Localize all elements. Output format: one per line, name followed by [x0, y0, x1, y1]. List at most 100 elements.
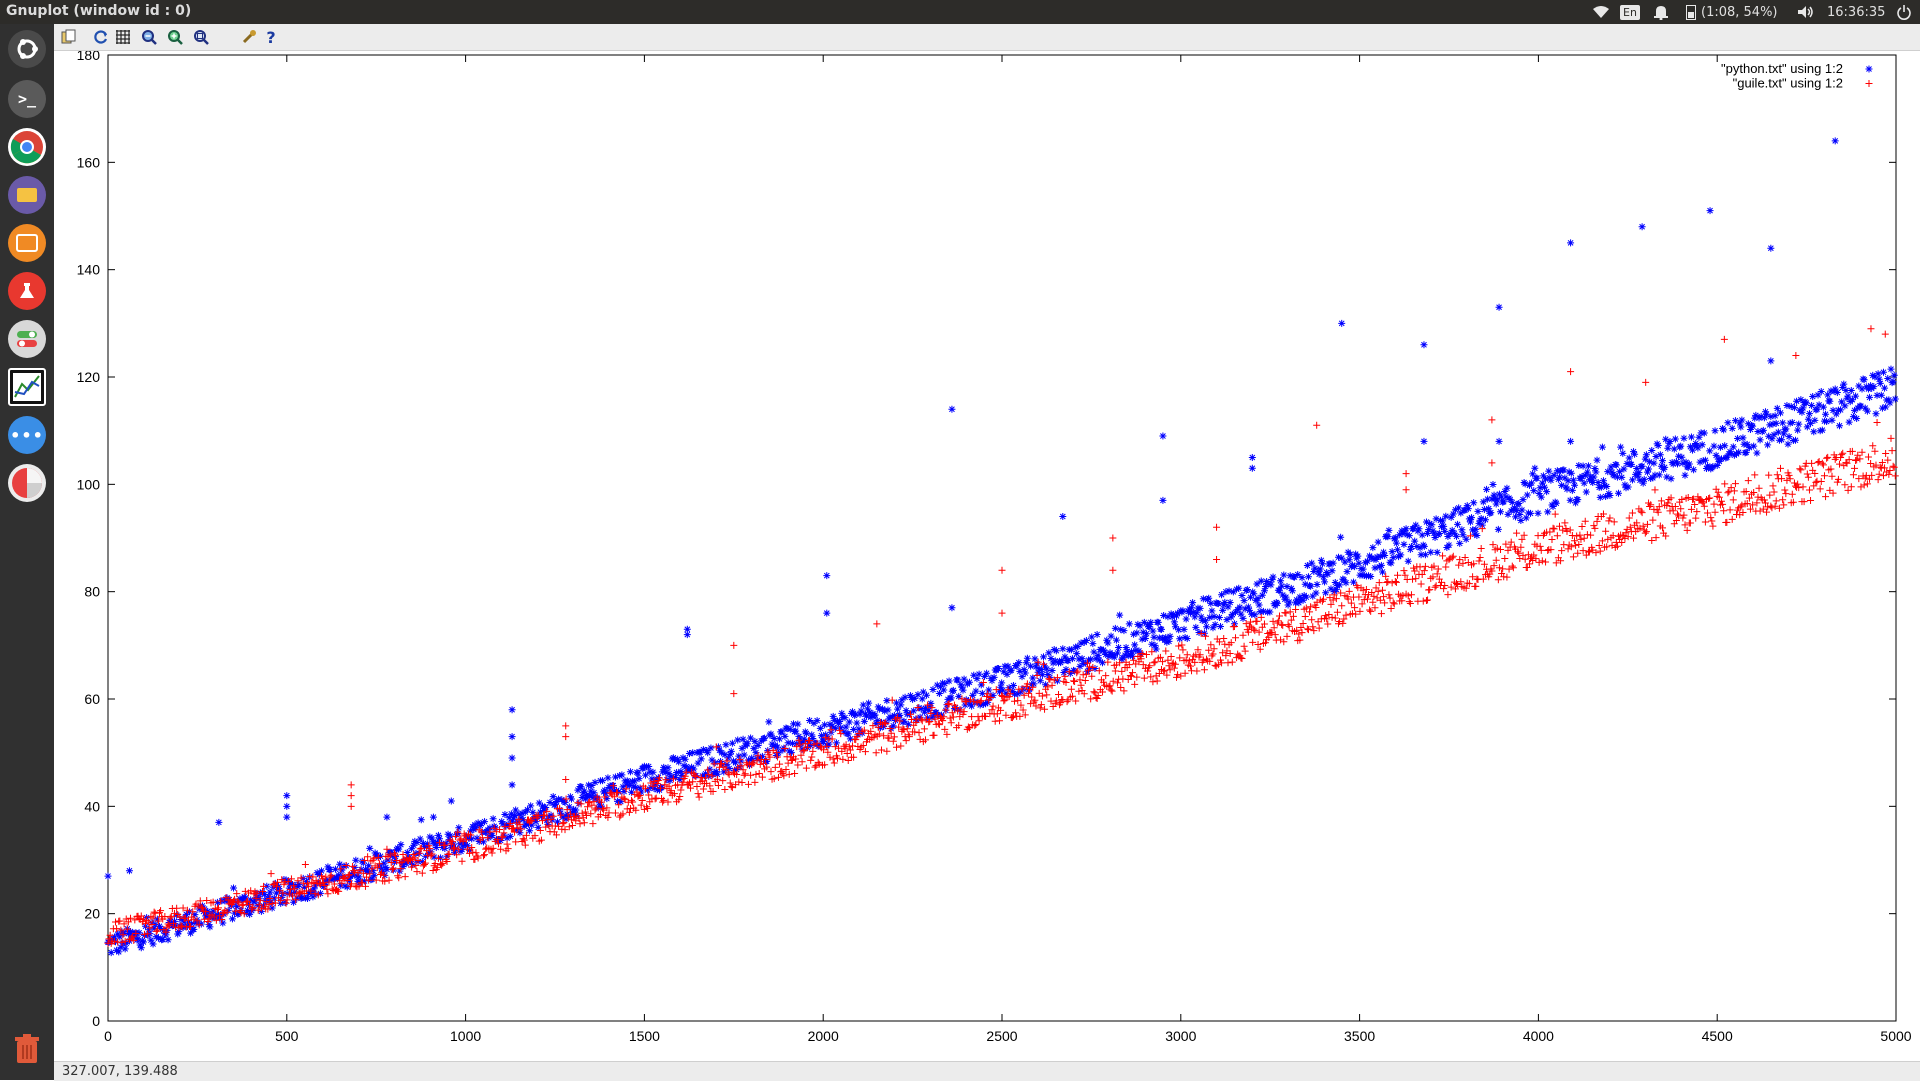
guile-point [1094, 692, 1102, 700]
python-point [1133, 629, 1141, 637]
battery-indicator[interactable]: (1:08, 54%) [1686, 2, 1778, 22]
guile-point [498, 833, 506, 841]
python-point [1817, 387, 1825, 395]
guile-point [873, 620, 881, 628]
guile-point [1130, 656, 1138, 664]
python-point [1627, 460, 1635, 468]
python-point [1487, 509, 1495, 517]
python-point [1288, 587, 1296, 595]
python-point [542, 803, 550, 811]
python-point [1657, 462, 1665, 470]
python-point [1465, 515, 1473, 523]
help-icon[interactable]: ? [266, 27, 276, 47]
guile-point [896, 717, 904, 725]
guile-point [274, 878, 282, 886]
wifi-icon[interactable] [1592, 2, 1610, 22]
trash-icon[interactable] [8, 1030, 46, 1068]
python-point [1738, 416, 1746, 424]
python-point [1384, 533, 1392, 541]
ubuntu-dash-icon[interactable] [8, 30, 46, 68]
guile-point [445, 850, 453, 858]
guile-point [1237, 654, 1245, 662]
guile-point [1089, 663, 1097, 671]
python-point [1503, 484, 1511, 492]
python-point [1127, 648, 1135, 656]
gnuplot-icon[interactable] [8, 368, 46, 406]
zoom-next-icon[interactable] [166, 28, 184, 46]
python-point [1759, 426, 1767, 434]
python-point [586, 792, 594, 800]
guile-point [1201, 632, 1209, 640]
guile-point [849, 742, 857, 750]
terminal-icon[interactable]: >_ [8, 80, 46, 118]
clock[interactable]: 16:36:35 [1827, 2, 1885, 22]
python-point [1222, 588, 1230, 596]
python-point [1598, 443, 1606, 451]
settings-icon[interactable] [240, 28, 258, 46]
python-point [940, 686, 948, 694]
guile-point [1133, 673, 1141, 681]
python-point [1471, 530, 1479, 538]
guile-point [885, 734, 893, 742]
keyboard-indicator[interactable]: En [1620, 2, 1640, 22]
python-point [672, 773, 680, 781]
guile-point [348, 880, 356, 888]
python-point [1604, 468, 1612, 476]
copy-clipboard-icon[interactable] [60, 28, 78, 46]
grid-icon[interactable] [114, 28, 132, 46]
guile-point [1808, 459, 1816, 467]
software-center-icon[interactable] [8, 224, 46, 262]
python-point [1852, 392, 1860, 400]
python-point [636, 784, 644, 792]
guile-point [1546, 528, 1554, 536]
python-point [1098, 659, 1106, 667]
python-point [1643, 468, 1651, 476]
notification-bell-icon[interactable] [1654, 2, 1668, 22]
guile-point [921, 736, 929, 744]
power-icon[interactable] [1896, 2, 1912, 22]
python-point [1350, 578, 1358, 586]
messaging-icon[interactable]: ••• [8, 416, 46, 454]
guile-point [1655, 503, 1663, 511]
guile-point [852, 736, 860, 744]
guile-point [1165, 662, 1173, 670]
python-point [468, 835, 476, 843]
x-tick-label: 4000 [1523, 1028, 1554, 1044]
guile-point [1499, 565, 1507, 573]
disk-usage-icon[interactable] [8, 464, 46, 502]
python-point [844, 730, 852, 738]
chrome-icon[interactable] [8, 128, 46, 166]
python-point [737, 757, 745, 765]
python-point [1860, 376, 1868, 384]
guile-point [1339, 619, 1347, 627]
guile-point [1155, 669, 1163, 677]
python-point [1656, 451, 1664, 459]
python-point [960, 675, 968, 683]
guile-point [1260, 620, 1268, 628]
python-point [293, 894, 301, 902]
settings-toggle-icon[interactable] [8, 320, 46, 358]
python-point [1335, 553, 1342, 561]
volume-icon[interactable] [1797, 2, 1815, 22]
files-icon[interactable] [8, 176, 46, 214]
python-point [1265, 580, 1273, 588]
autoscale-icon[interactable] [192, 28, 210, 46]
guile-point [232, 907, 240, 915]
python-point [815, 742, 823, 750]
guile-point [954, 707, 962, 715]
guile-point [1239, 631, 1247, 639]
python-point [549, 793, 557, 801]
python-point [611, 773, 619, 781]
guile-point [1037, 701, 1045, 709]
zoom-previous-icon[interactable] [140, 28, 158, 46]
lab-icon[interactable] [8, 272, 46, 310]
replot-icon[interactable] [92, 28, 110, 46]
python-point [1376, 552, 1384, 560]
python-point [214, 911, 222, 919]
guile-point [347, 781, 355, 789]
guile-point [266, 894, 274, 902]
plot-canvas[interactable]: 0 500 1000 1500 2000 2500 3000 3500 4000 4500 5000… [54, 47, 1920, 1061]
python-point [1022, 659, 1030, 667]
python-point [787, 749, 795, 757]
python-point [1354, 552, 1362, 560]
